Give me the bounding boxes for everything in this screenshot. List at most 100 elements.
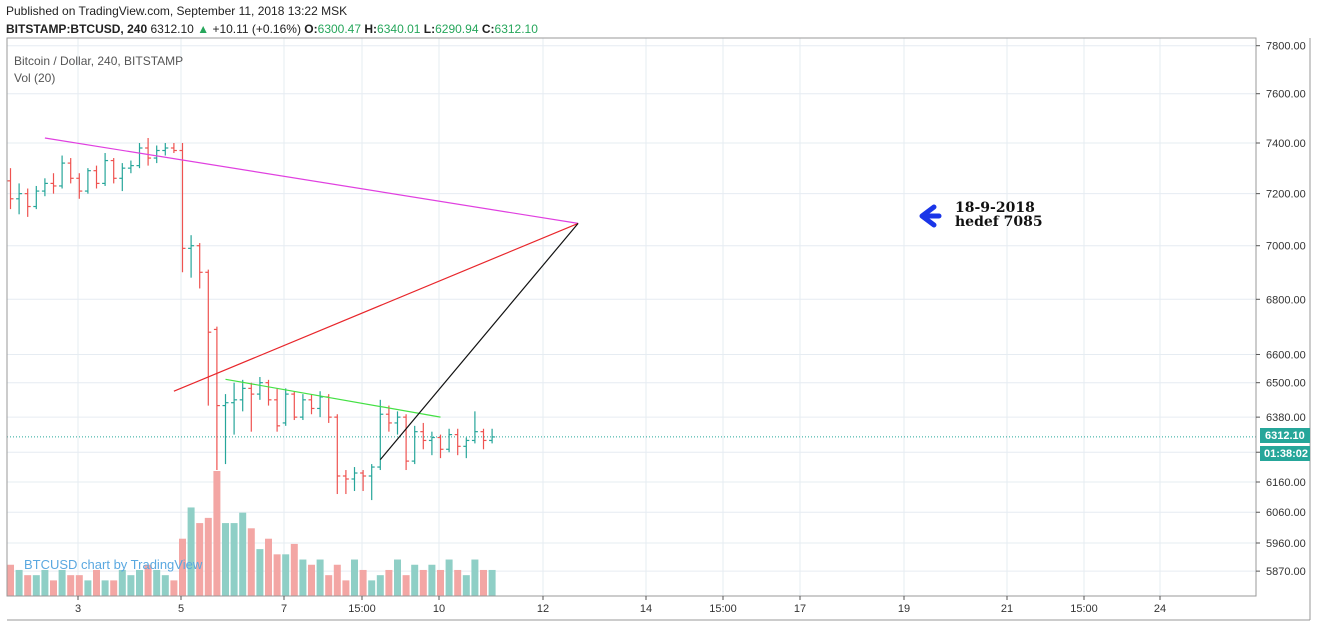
y-tick-label: 6500.00: [1266, 378, 1306, 390]
volume-bar: [204, 517, 212, 596]
y-tick-label: 6160.00: [1266, 477, 1306, 489]
x-tick-label: 3: [75, 603, 81, 615]
volume-bar: [213, 471, 221, 596]
volume-bar: [101, 580, 109, 596]
volume-bar: [179, 538, 186, 596]
ohlc-bar: [342, 470, 349, 495]
ohlc-bar: [385, 405, 392, 432]
ohlc-bar: [471, 411, 478, 444]
volume-bar: [480, 569, 487, 596]
close-value: 6312.10: [494, 22, 538, 36]
countdown-badge: 01:38:02: [1260, 446, 1310, 461]
quote-line: BITSTAMP:BTCUSD, 240 6312.10 ▲ +10.11 (+…: [6, 22, 538, 36]
ohlc-bar: [489, 428, 496, 444]
ohlc-bar: [119, 163, 126, 192]
ohlc-bar: [360, 470, 367, 492]
volume-bar: [333, 564, 341, 596]
ohlc-bar: [110, 158, 117, 184]
volume-bar: [118, 569, 126, 596]
x-tick-label: 15:00: [1070, 603, 1098, 615]
x-tick-label: 24: [1154, 603, 1166, 615]
volume-bar: [67, 575, 75, 596]
ohlc-bar: [403, 414, 410, 471]
annotation-target: hedef 7085: [955, 214, 1043, 230]
volume-bar: [488, 569, 496, 596]
price-axis[interactable]: 7800.00 7600.00 7400.00 7200.00 7000.00 6800.…: [1256, 41, 1306, 578]
left-arrow-icon: [919, 204, 942, 228]
volume-bar: [24, 575, 32, 596]
y-tick-label: 6060.00: [1266, 507, 1306, 519]
ohlc-bar: [299, 394, 306, 421]
volume-bar: [239, 512, 247, 596]
volume-bar: [471, 559, 479, 596]
volume-bars: [7, 471, 496, 596]
volume-indicator-label: Vol (20): [14, 71, 55, 85]
svg-text:6312.10: 6312.10: [1265, 430, 1305, 442]
ohlc-bar: [102, 153, 109, 186]
volume-bar: [385, 569, 393, 596]
volume-bar: [170, 580, 178, 596]
volume-bar: [41, 569, 49, 596]
ohlc-bar: [282, 388, 289, 426]
ohlc-bar: [463, 437, 470, 459]
symbol-label: BITSTAMP:BTCUSD, 240: [6, 22, 148, 36]
open-label: O:: [304, 22, 318, 36]
y-tick-label: 5960.00: [1266, 538, 1306, 550]
y-tick-label: 6380.00: [1266, 412, 1306, 424]
high-value: 6340.01: [377, 22, 421, 36]
volume-bar: [75, 575, 83, 596]
ohlc-bar: [420, 422, 427, 450]
ohlc-bar: [93, 165, 100, 189]
ohlc-bar: [368, 464, 375, 501]
published-note: Published on TradingView.com, September …: [6, 4, 348, 18]
ohlc-bar: [265, 379, 272, 406]
y-tick-label: 6800.00: [1266, 294, 1306, 306]
ohlc-bar: [248, 382, 255, 432]
ohlc-bar: [205, 269, 212, 406]
trend-drawings: [44, 137, 579, 461]
volume-bar: [308, 564, 315, 596]
ohlc-bar: [153, 145, 160, 164]
ohlc-bar: [24, 188, 31, 217]
y-tick-label: 7400.00: [1266, 138, 1306, 150]
volume-bar: [428, 564, 436, 596]
volume-bar: [265, 538, 272, 596]
green-trend-line: [225, 378, 441, 418]
plot-border: [6, 37, 1257, 597]
volume-bar: [351, 559, 358, 596]
x-tick-label: 5: [178, 603, 184, 615]
y-tick-label: 5870.00: [1266, 566, 1306, 578]
magenta-trend-line: [44, 137, 579, 224]
volume-bar: [368, 580, 376, 596]
volume-bar: [247, 528, 255, 596]
ohlc-bar: [239, 379, 246, 412]
svg-text:01:38:02: 01:38:02: [1264, 448, 1308, 460]
chart-frame: [6, 37, 1311, 621]
time-axis[interactable]: 3 5 7 15:00 10 12 14 15:00 17 19 21 15:00 24: [75, 596, 1166, 615]
volume-bar: [144, 564, 152, 596]
ohlc-bar: [351, 467, 358, 492]
ohlc-bar: [231, 382, 238, 435]
ohlc-bar: [170, 143, 177, 154]
volume-bar: [282, 554, 290, 596]
close-label: C:: [481, 22, 495, 36]
ohlc-bar: [480, 428, 487, 450]
last-price: 6312.10: [150, 22, 194, 36]
volume-bar: [273, 554, 281, 596]
x-tick-label: 14: [640, 603, 652, 615]
open-value: 6300.47: [317, 22, 362, 36]
annotation-date: 18-9-2018: [955, 200, 1035, 216]
volume-bar: [15, 569, 23, 596]
ohlc-bar: [446, 428, 453, 453]
ohlc-bar: [291, 391, 298, 421]
ohlc-bar: [196, 243, 203, 289]
volume-bar: [222, 523, 229, 596]
last-price-badge: 6312.10: [1260, 428, 1310, 443]
x-tick-label: 10: [433, 603, 445, 615]
volume-bar: [153, 569, 161, 596]
ohlc-bar: [274, 388, 281, 432]
volume-bar: [437, 569, 444, 596]
change-value: +10.11 (+0.16%): [212, 22, 301, 36]
volume-bar: [299, 559, 307, 596]
